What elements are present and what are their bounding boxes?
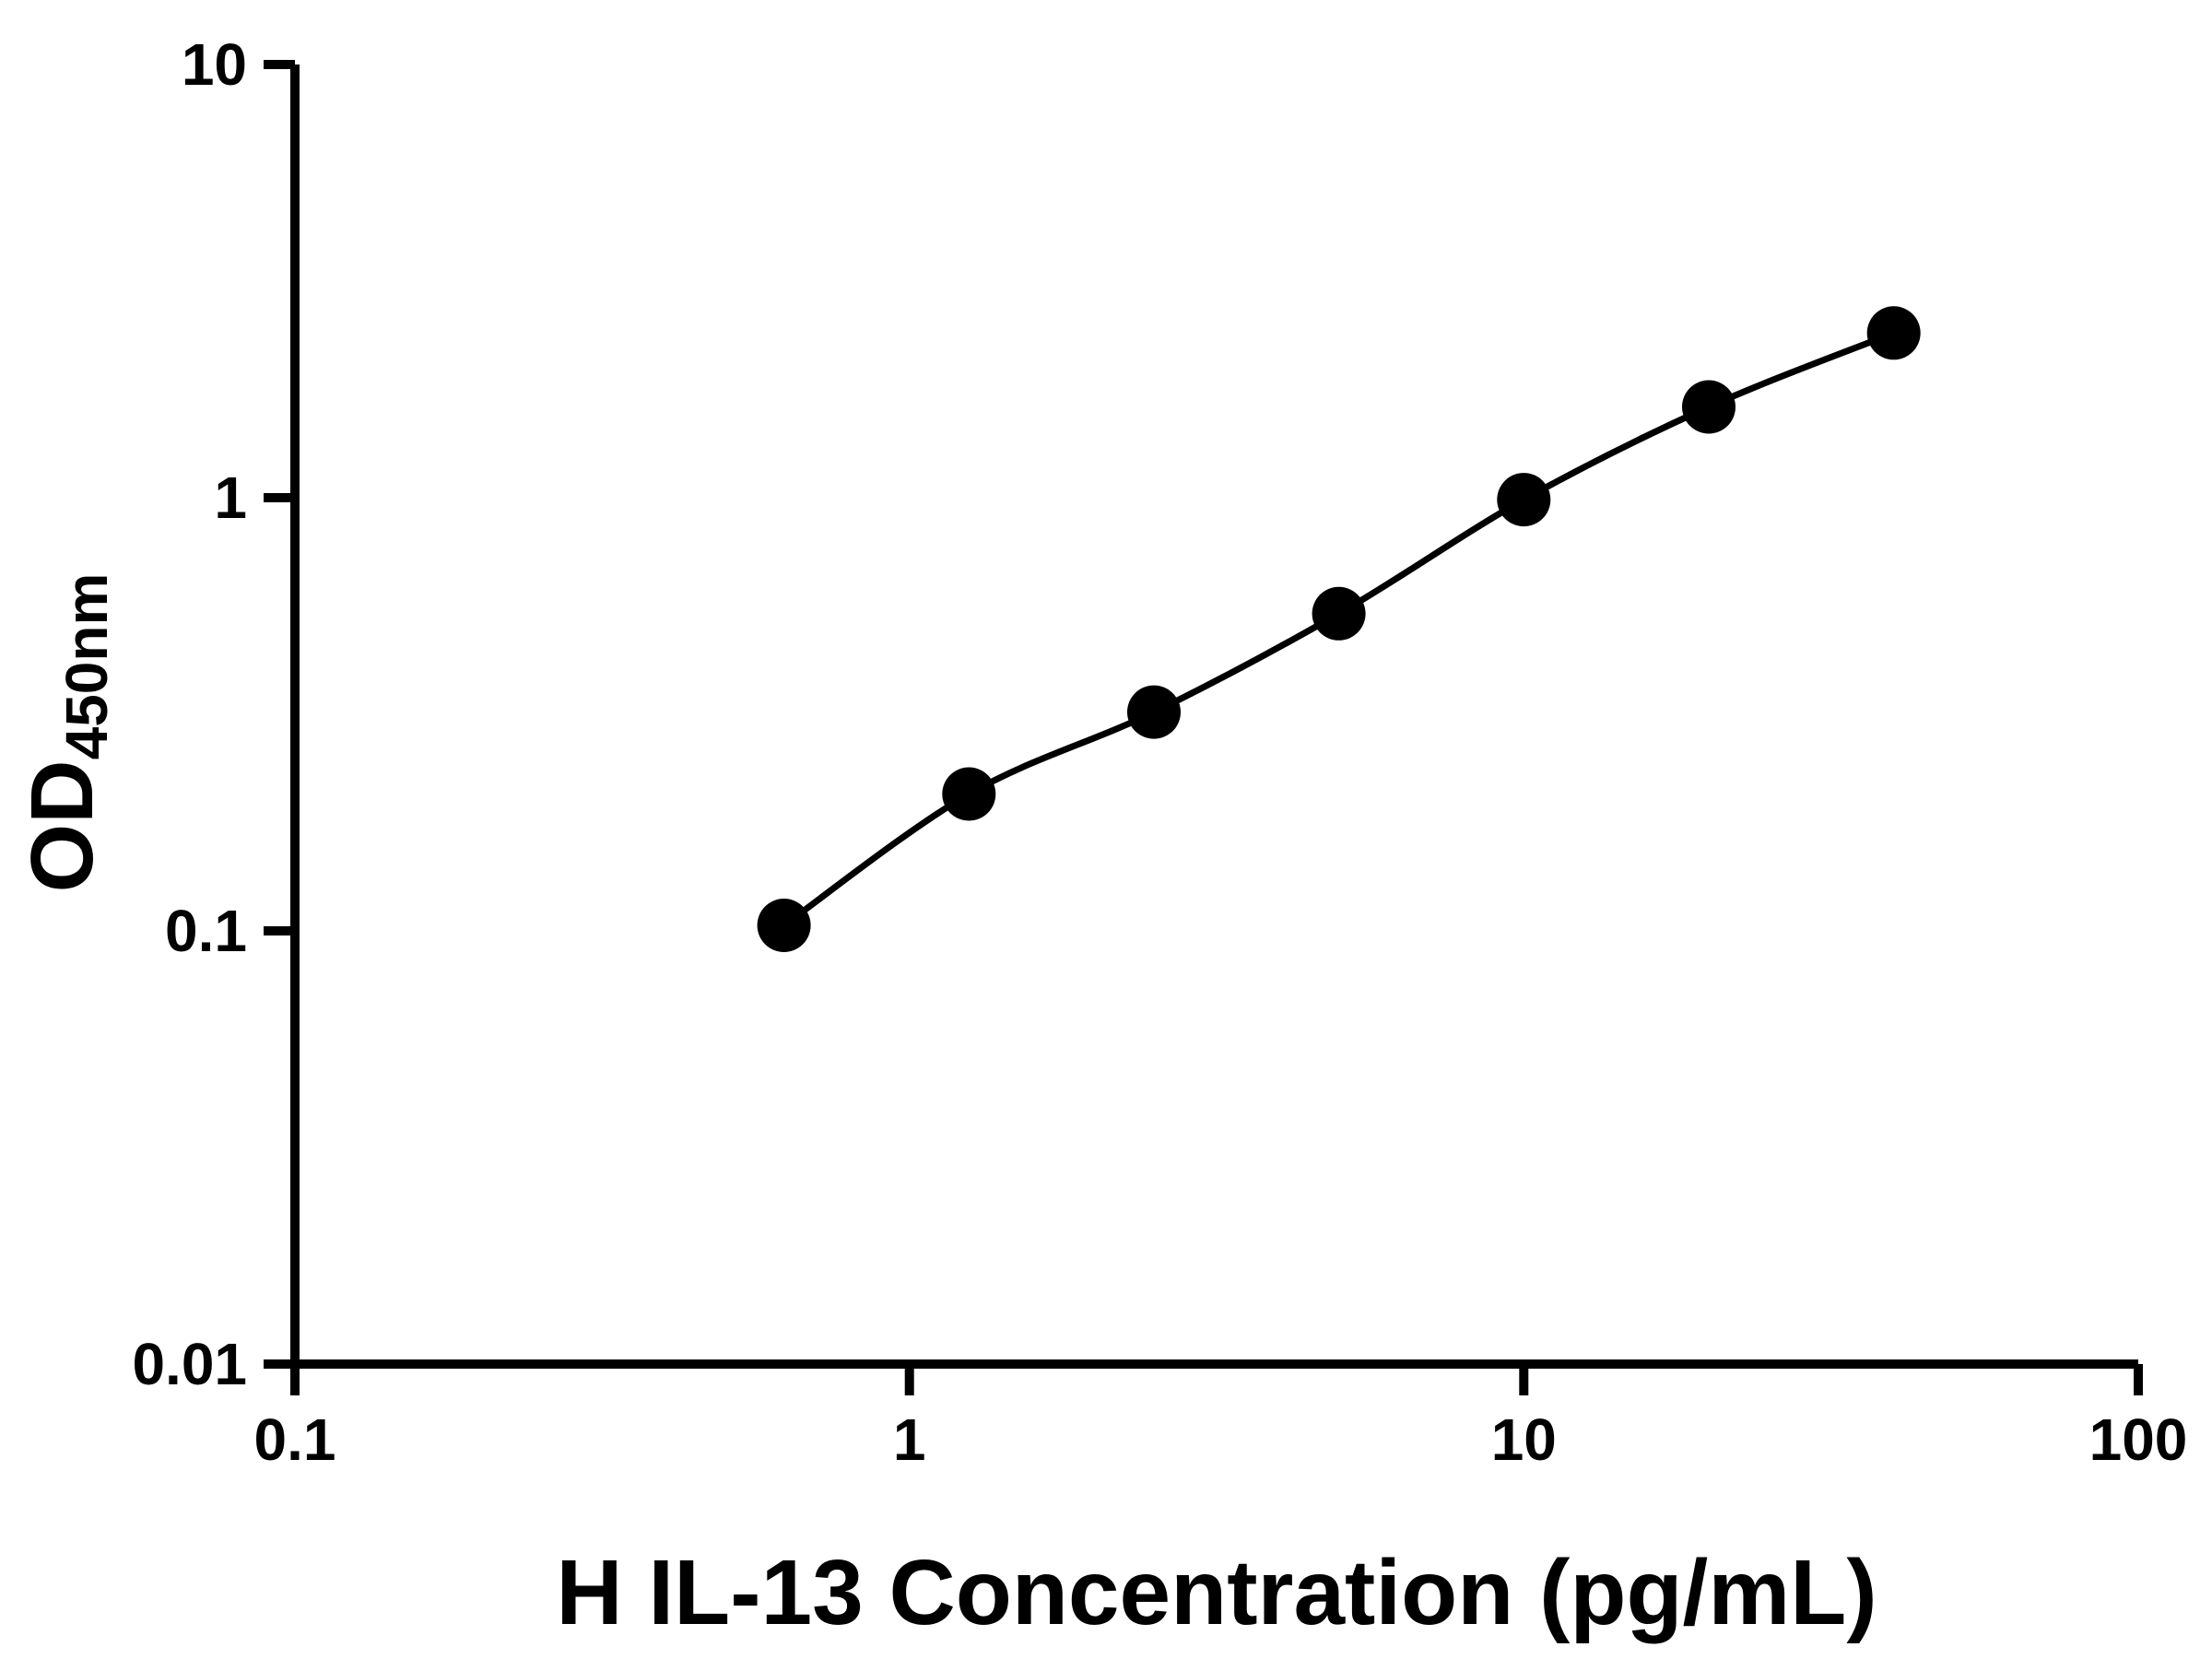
data-point	[757, 899, 811, 952]
data-point	[1682, 380, 1735, 434]
data-point	[1312, 586, 1366, 641]
x-tick-label: 100	[2089, 1406, 2188, 1473]
y-axis-title-main: OD	[13, 759, 112, 892]
x-tick-label: 10	[1491, 1406, 1557, 1473]
x-axis-title: H IL-13 Concentration (pg/mL)	[556, 1541, 1877, 1644]
y-axis-title: OD450nm	[13, 573, 120, 893]
data-point	[942, 767, 996, 821]
data-point	[1127, 685, 1181, 739]
data-point	[1866, 306, 1921, 360]
y-tick-label: 0.1	[165, 898, 247, 964]
data-point	[1497, 473, 1551, 527]
axis-lines	[290, 65, 2138, 1369]
y-tick-label: 10	[182, 31, 247, 98]
y-tick-label: 0.01	[132, 1331, 247, 1397]
y-tick-label: 1	[214, 465, 247, 531]
x-tick-label: 1	[893, 1406, 926, 1473]
y-axis-title-subscript: 450nm	[53, 573, 120, 760]
x-tick-label: 0.1	[254, 1406, 336, 1473]
